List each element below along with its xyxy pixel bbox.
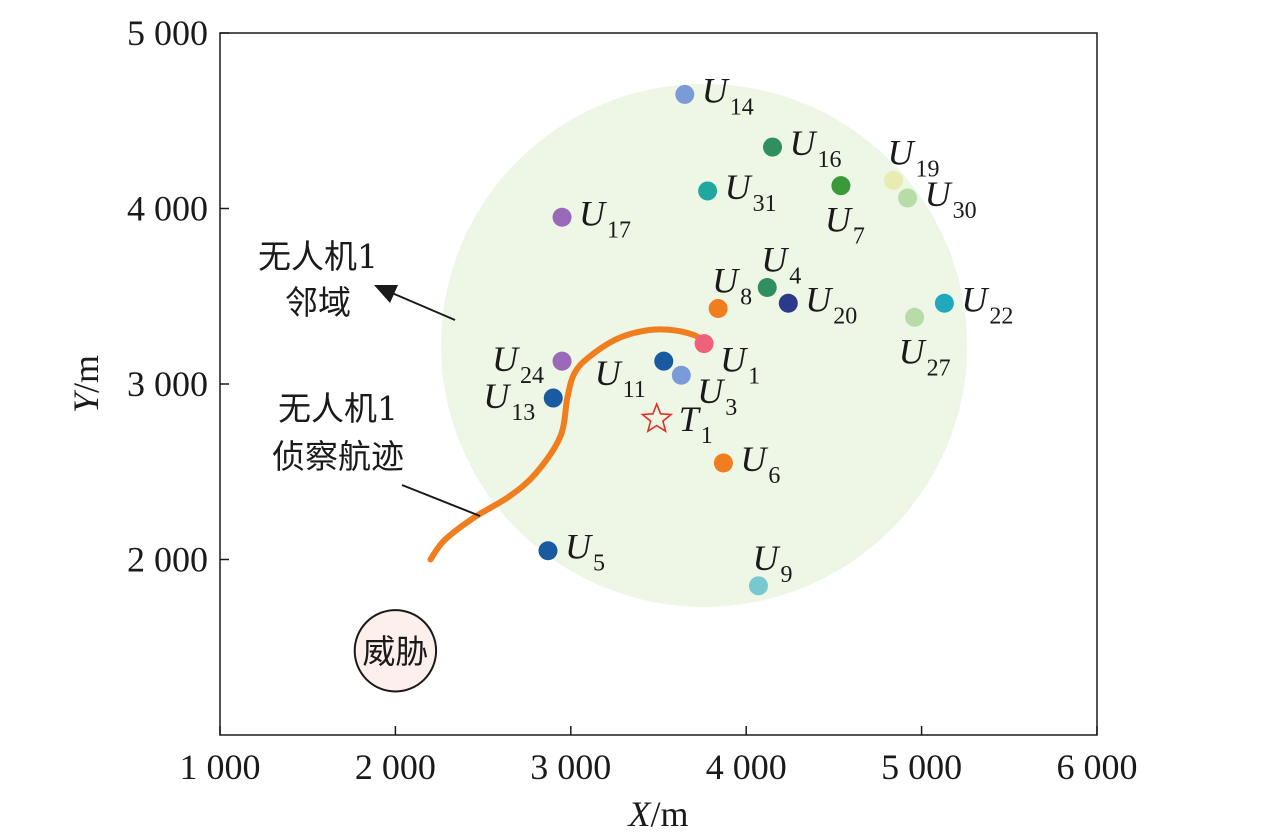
x-tick-label: 6 000 — [1057, 747, 1138, 787]
neighborhood-pointer-line — [391, 292, 456, 321]
uav-point-u11 — [654, 351, 674, 371]
uav-point-u8 — [708, 299, 728, 319]
uav-point-u3 — [671, 365, 691, 385]
x-tick-label: 1 000 — [180, 747, 261, 787]
uav-point-u14 — [675, 84, 695, 104]
track-label-line2: 侦察航迹 — [272, 437, 404, 476]
uav-point-u16 — [763, 137, 783, 157]
track-pointer-line — [401, 484, 481, 517]
neighborhood-label-line1: 无人机1 — [258, 237, 378, 276]
uav-point-u17 — [552, 207, 572, 227]
target-star — [640, 401, 674, 433]
neighborhood-pointer-arrow — [374, 285, 398, 303]
threat-label: 威胁 — [362, 632, 428, 671]
neighborhood-label-line2: 邻域 — [285, 283, 351, 322]
uav-point-u22 — [934, 293, 954, 313]
uav-point-u1 — [694, 334, 714, 354]
uav-point-u5 — [538, 541, 558, 561]
points-layer — [538, 84, 954, 596]
uav-point-u4 — [757, 277, 777, 297]
x-tick-label: 5 000 — [881, 747, 962, 787]
y-tick-label: 3 000 — [127, 364, 208, 404]
uav-point-u31 — [698, 181, 718, 201]
uav-point-u7 — [831, 176, 851, 196]
x-tick-label: 4 000 — [706, 747, 787, 787]
x-tick-label: 2 000 — [355, 747, 436, 787]
track-label-line1: 无人机1 — [278, 389, 398, 428]
uav-point-u9 — [748, 576, 768, 596]
threat-zone — [353, 609, 438, 693]
x-tick-label: 3 000 — [530, 747, 611, 787]
y-axis-title: Y/m — [66, 355, 106, 413]
uav-point-u30 — [898, 188, 918, 208]
x-axis-title: X/m — [626, 794, 688, 833]
uav-point-u27 — [905, 307, 925, 327]
y-tick-label: 4 000 — [127, 189, 208, 229]
axes-layer: 1 000 2 000 3 000 4 000 5 000 6 000 2 000 3 000… — [66, 13, 1138, 833]
uav-point-u20 — [778, 293, 798, 313]
uav-point-u24 — [552, 351, 572, 371]
uav-point-u19 — [884, 170, 904, 190]
y-tick-label: 5 000 — [127, 13, 208, 53]
uav-point-u6 — [713, 453, 733, 473]
y-tick-label: 2 000 — [127, 540, 208, 580]
uav-point-u13 — [543, 388, 563, 408]
